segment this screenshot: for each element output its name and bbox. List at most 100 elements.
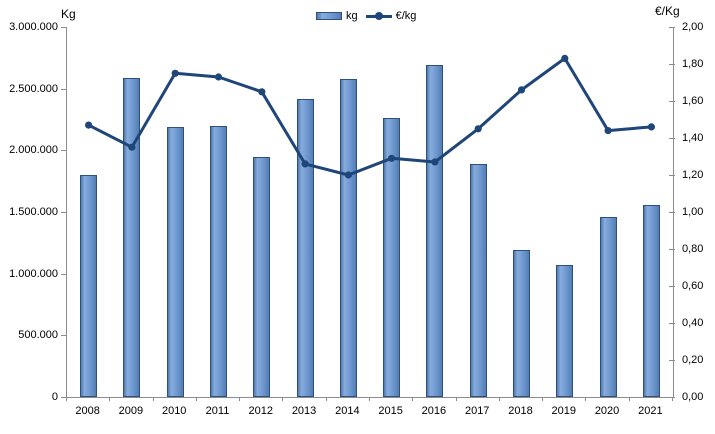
x-axis-tick xyxy=(542,397,544,401)
x-axis-label-2013: 2013 xyxy=(291,405,317,417)
right-axis-tick-label: 1,20 xyxy=(682,169,704,181)
right-axis-tick xyxy=(669,27,675,28)
right-axis-tick-label: 0,60 xyxy=(682,280,704,292)
right-axis-tick xyxy=(669,101,675,102)
line-point-2008 xyxy=(85,121,93,129)
line-swatch-marker xyxy=(374,12,383,20)
x-axis-label-2014: 2014 xyxy=(335,405,360,417)
x-axis-tick xyxy=(628,397,630,401)
left-axis-tick-label: 0 xyxy=(51,391,58,403)
bar-series-swatch-icon xyxy=(316,12,342,20)
right-axis-tick xyxy=(669,360,675,361)
right-axis-tick-label: 1,60 xyxy=(682,95,704,107)
line-point-2018 xyxy=(517,86,526,94)
left-axis-tick-label: 2.000.000 xyxy=(9,144,58,157)
right-axis-tick-label: 0,80 xyxy=(682,243,704,255)
bar-2010 xyxy=(166,126,184,397)
right-axis-tick-label: 1,40 xyxy=(682,132,704,144)
eur-per-kg-line xyxy=(85,54,656,179)
x-axis-tick xyxy=(325,397,327,401)
right-axis-tick xyxy=(669,249,675,250)
x-axis-label-2012: 2012 xyxy=(248,405,274,417)
bar-2016 xyxy=(426,65,444,397)
bar-2013 xyxy=(296,98,314,397)
bar-2017 xyxy=(469,163,487,397)
left-axis-title: Kg xyxy=(61,7,76,21)
x-axis-tick xyxy=(282,397,284,401)
left-axis-tick-label: 3.000.000 xyxy=(9,21,58,33)
line-point-2011 xyxy=(214,73,223,81)
left-axis-tick xyxy=(61,27,67,28)
left-axis-tick xyxy=(61,335,67,337)
x-axis-label-2015: 2015 xyxy=(378,405,403,417)
x-axis-label-2009: 2009 xyxy=(118,405,144,417)
x-axis-tick xyxy=(152,397,154,401)
bar-2011 xyxy=(210,125,227,397)
right-axis-tick xyxy=(669,286,675,287)
legend-label-kg: kg xyxy=(346,9,358,22)
bar-2020 xyxy=(599,216,617,397)
line-point-2021 xyxy=(647,123,656,131)
bar-2008 xyxy=(80,175,98,397)
line-point-2015 xyxy=(388,154,396,162)
bar-2021 xyxy=(642,204,660,397)
right-axis-tick-label: 1,00 xyxy=(682,206,704,218)
x-axis-tick xyxy=(672,397,673,401)
bar-2015 xyxy=(383,118,401,397)
x-axis-label-2017: 2017 xyxy=(464,405,490,417)
line-point-2017 xyxy=(474,125,482,133)
right-axis-tick-label: 0,20 xyxy=(682,354,704,366)
x-axis-label-2010: 2010 xyxy=(161,405,187,417)
legend-label-eur-per-kg: €/kg xyxy=(395,9,417,22)
bar-2009 xyxy=(123,77,141,397)
right-axis-tick-label: 2,00 xyxy=(682,21,704,33)
line-point-2013 xyxy=(301,160,309,168)
x-axis-label-2018: 2018 xyxy=(508,405,533,417)
left-axis-tick xyxy=(61,88,67,90)
plot-area xyxy=(66,27,674,398)
right-axis-tick xyxy=(669,323,675,324)
bar-2018 xyxy=(513,250,530,397)
line-point-2014 xyxy=(344,171,352,179)
right-axis-tick-label: 1,80 xyxy=(682,58,704,70)
x-axis-label-2016: 2016 xyxy=(421,405,447,417)
right-axis-tick xyxy=(669,175,675,176)
chart-legend: kg €/kg xyxy=(316,8,416,24)
right-axis-tick xyxy=(669,138,675,139)
x-axis-label-2021: 2021 xyxy=(638,405,663,417)
legend-entry-eur-per-kg: €/kg xyxy=(365,9,417,22)
left-axis-tick xyxy=(61,397,67,398)
right-axis-title: €/Kg xyxy=(655,4,680,18)
x-axis-tick xyxy=(109,397,111,401)
line-point-2019 xyxy=(561,54,569,62)
right-axis-tick xyxy=(669,212,675,213)
bar-2014 xyxy=(339,78,357,397)
x-axis-label-2020: 2020 xyxy=(594,405,620,417)
x-axis-label-2019: 2019 xyxy=(551,405,577,417)
x-axis-tick xyxy=(412,397,414,401)
left-axis-tick xyxy=(61,212,67,213)
left-axis-tick-label: 2.500.000 xyxy=(9,82,58,95)
line-point-2009 xyxy=(128,143,136,151)
right-axis-tick-label: 0,40 xyxy=(682,317,704,329)
x-axis-tick xyxy=(195,397,197,401)
line-point-2012 xyxy=(258,88,266,96)
left-axis-tick xyxy=(61,273,67,275)
line-path xyxy=(87,56,652,177)
left-axis-tick xyxy=(61,150,67,152)
x-axis-label-2011: 2011 xyxy=(205,405,230,417)
x-axis-tick xyxy=(455,397,457,401)
legend-entry-kg: kg xyxy=(316,9,358,22)
left-axis-tick-label: 1.500.000 xyxy=(9,206,58,218)
x-axis-tick xyxy=(498,397,500,401)
x-axis-tick xyxy=(239,397,241,401)
bar-2012 xyxy=(253,156,271,397)
left-axis-tick-label: 500.000 xyxy=(18,329,58,342)
left-axis-tick-label: 1.000.000 xyxy=(9,267,58,280)
right-axis-tick xyxy=(669,64,675,65)
x-axis-tick xyxy=(66,397,67,401)
x-axis-label-2008: 2008 xyxy=(75,405,100,417)
bar-2019 xyxy=(556,265,574,397)
x-axis-tick xyxy=(585,397,587,401)
